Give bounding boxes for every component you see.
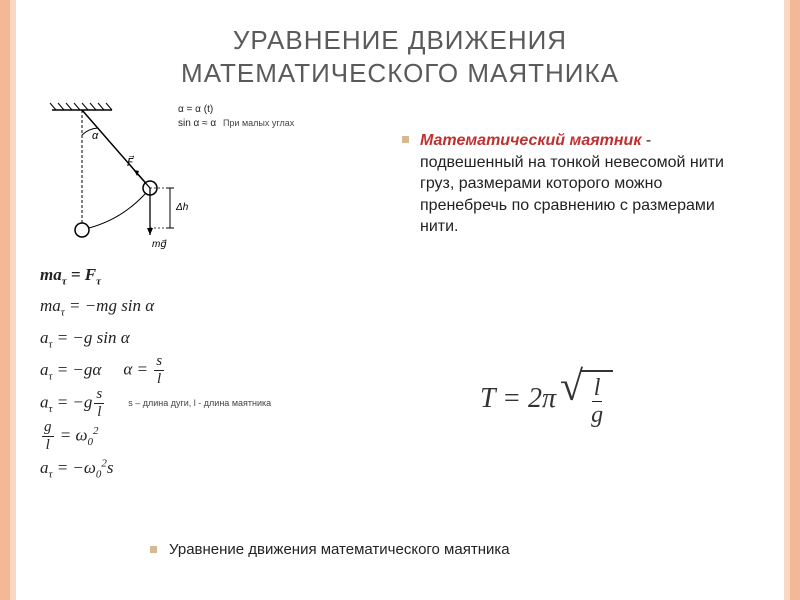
arc-length-note: s – длина дуги, l - длина маятника (128, 396, 271, 411)
alpha-time-eq: α = α (t) (178, 104, 294, 115)
sin-approx: sin α ≈ α (178, 118, 216, 129)
force-f-label: F⃗ (127, 155, 134, 169)
period-formula: T = 2π √ l g (480, 370, 613, 427)
right-accent-stripe-inner (784, 0, 790, 600)
small-angle-note: При малых углах (223, 118, 294, 128)
delta-h-label: Δh (175, 202, 189, 213)
eq-6: gl = ω02 (40, 420, 271, 453)
alpha-label: α (92, 130, 99, 142)
left-accent-stripe (0, 0, 10, 600)
alpha-s-over-l: α = sl (123, 354, 166, 387)
title-line-2: МАТЕМАТИЧЕСКОГО МАЯТНИКА (181, 58, 619, 88)
definition-term: Математический маятник (420, 132, 641, 149)
diagram-side-equations: α = α (t) sin α ≈ α При малых углах (178, 104, 294, 132)
mg-label: mg⃗ (152, 239, 167, 250)
left-accent-stripe-inner (10, 0, 16, 600)
bottom-caption: Уравнение движения математического маятн… (150, 541, 510, 558)
bottom-caption-text: Уравнение движения математического маятн… (169, 541, 510, 558)
eq-4-row: aτ = −gα α = sl (40, 354, 271, 387)
right-accent-stripe (790, 0, 800, 600)
period-lhs: T = 2π (480, 383, 556, 415)
sin-approx-row: sin α ≈ α При малых углах (178, 118, 294, 129)
eq-5-row: aτ = −gsl s – длина дуги, l - длина маят… (40, 387, 271, 420)
eq-5: aτ = −gsl (40, 387, 106, 420)
bullet-icon (150, 546, 157, 553)
title-line-1: УРАВНЕНИЕ ДВИЖЕНИЯ (233, 25, 567, 55)
eq-1: maτ = Fτ (40, 260, 271, 291)
eq-4: aτ = −gα (40, 355, 101, 386)
eq-2: maτ = −mg sin α (40, 291, 271, 322)
bullet-icon (402, 136, 409, 143)
slide-title: УРАВНЕНИЕ ДВИЖЕНИЯ МАТЕМАТИЧЕСКОГО МАЯТН… (40, 24, 760, 89)
derivation-equations: maτ = Fτ maτ = −mg sin α aτ = −g sin α a… (40, 260, 271, 484)
definition-block: Математический маятник - подвешенный на … (420, 130, 740, 238)
sqrt-icon: √ l g (560, 370, 613, 427)
eq-7: aτ = −ω02s (40, 453, 271, 484)
eq-3: aτ = −g sin α (40, 323, 271, 354)
